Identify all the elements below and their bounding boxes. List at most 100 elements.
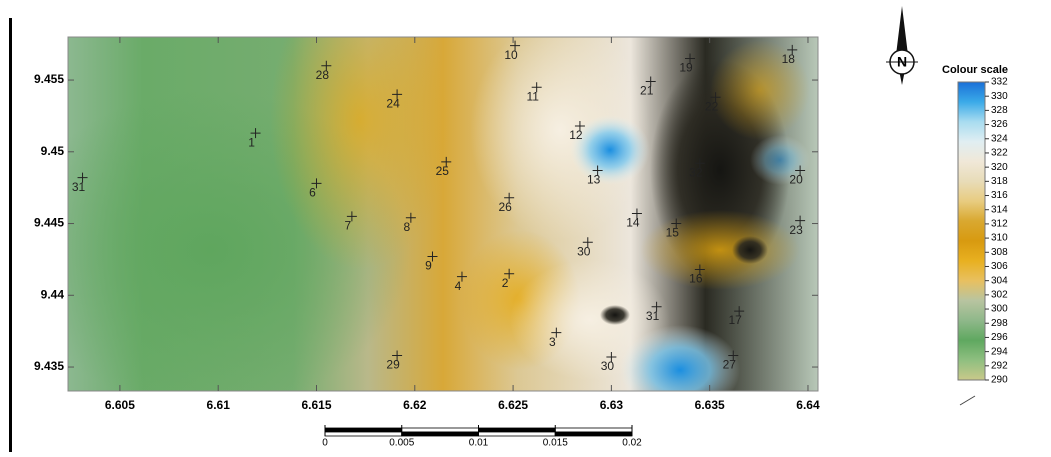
colour-scale-label: 304 xyxy=(991,275,1008,286)
station-marker xyxy=(787,44,798,55)
station-marker xyxy=(405,212,416,223)
colour-scale-label: 316 xyxy=(991,190,1008,201)
colour-scale-label: 290 xyxy=(991,375,1008,386)
station-label: 1 xyxy=(248,135,255,149)
station-marker xyxy=(531,82,542,93)
colour-scale-label: 320 xyxy=(991,162,1008,173)
station-label: 18 xyxy=(782,52,796,66)
station-label: 26 xyxy=(498,200,512,214)
colour-scale-label: 298 xyxy=(991,318,1008,329)
station-label: 24 xyxy=(386,97,400,111)
page-edge xyxy=(9,18,12,452)
x-tick-label: 6.62 xyxy=(403,398,427,412)
scale-bar-segment xyxy=(324,427,403,433)
scale-bar-label: 0.015 xyxy=(543,438,568,449)
station-marker xyxy=(504,268,515,279)
colour-scale-label: 294 xyxy=(991,346,1008,357)
x-tick-label: 6.61 xyxy=(207,398,231,412)
station-marker xyxy=(795,165,806,176)
station-label: 17 xyxy=(728,313,742,327)
scale-bar-label: 0 xyxy=(322,438,328,449)
scale-bar-label: 0.01 xyxy=(469,438,489,449)
scale-bar-segment xyxy=(324,431,403,437)
station-label: 32 xyxy=(689,165,703,179)
station-marker xyxy=(671,218,682,229)
station-label: 19 xyxy=(679,61,693,75)
station-marker xyxy=(645,76,656,87)
station-marker xyxy=(321,60,332,71)
x-tick-label: 6.63 xyxy=(600,398,624,412)
scale-bar-segment xyxy=(478,427,556,433)
station-label: 21 xyxy=(640,84,654,98)
station-marker xyxy=(250,128,261,139)
y-tick-label: 9.44 xyxy=(41,287,65,301)
colour-scale-label: 312 xyxy=(991,219,1008,230)
colour-scale-label: 310 xyxy=(991,233,1008,244)
station-label: 31 xyxy=(646,309,660,323)
station-label: 6 xyxy=(309,186,316,200)
station-marker xyxy=(574,120,585,131)
colour-scale-label: 306 xyxy=(991,261,1008,272)
station-marker xyxy=(694,158,705,169)
station-marker xyxy=(582,237,593,248)
station-marker xyxy=(551,327,562,338)
station-label: 2 xyxy=(502,276,509,290)
station-marker xyxy=(592,165,603,176)
colour-scale-bar xyxy=(957,81,986,381)
station-label: 4 xyxy=(455,279,462,293)
x-tick-label: 6.625 xyxy=(498,398,528,412)
station-marker xyxy=(734,306,745,317)
station-label: 30 xyxy=(601,359,615,373)
station-marker xyxy=(504,192,515,203)
contour-surface xyxy=(68,37,818,391)
station-label: 13 xyxy=(587,173,601,187)
legend-mark xyxy=(959,395,976,406)
y-tick-label: 9.455 xyxy=(34,72,64,86)
x-tick-label: 6.635 xyxy=(695,398,725,412)
station-marker xyxy=(427,251,438,262)
station-label: 16 xyxy=(689,272,703,286)
station-marker xyxy=(392,89,403,100)
scale-bar-segment xyxy=(554,427,633,433)
station-label: 3 xyxy=(549,335,556,349)
station-label: 29 xyxy=(386,358,400,372)
colour-scale-label: 326 xyxy=(991,119,1008,130)
station-label: 11 xyxy=(526,89,539,103)
station-marker xyxy=(710,92,721,103)
colour-scale-title: Colour scale xyxy=(942,64,1008,76)
colour-scale-label: 292 xyxy=(991,360,1008,371)
station-label: 7 xyxy=(345,219,352,233)
station-marker xyxy=(311,178,322,189)
station-marker xyxy=(728,350,739,361)
x-tick-label: 6.605 xyxy=(105,398,135,412)
colour-scale-label: 324 xyxy=(991,133,1008,144)
station-label: 9 xyxy=(425,259,432,273)
station-label: 10 xyxy=(504,48,518,62)
colour-scale-label: 302 xyxy=(991,289,1008,300)
station-label: 25 xyxy=(436,164,450,178)
station-label: 15 xyxy=(666,226,680,240)
scale-bar-label: 0.02 xyxy=(622,438,642,449)
station-label: 14 xyxy=(626,216,640,230)
station-marker xyxy=(606,351,617,362)
station-marker xyxy=(795,215,806,226)
station-marker xyxy=(392,350,403,361)
station-label: 27 xyxy=(723,358,737,372)
colour-scale-label: 308 xyxy=(991,247,1008,258)
colour-scale-label: 328 xyxy=(991,105,1008,116)
colour-scale-label: 300 xyxy=(991,304,1008,315)
station-marker xyxy=(631,208,642,219)
station-label: 12 xyxy=(569,128,583,142)
colour-scale-label: 330 xyxy=(991,91,1008,102)
station-marker xyxy=(694,264,705,275)
station-marker xyxy=(77,172,88,183)
north-label: N xyxy=(897,54,907,70)
scale-bar-label: 0.005 xyxy=(389,438,414,449)
colour-scale-label: 314 xyxy=(991,204,1008,215)
scale-bar-segment xyxy=(478,431,556,437)
y-tick-label: 9.45 xyxy=(41,144,65,158)
north-arrow: N xyxy=(886,6,918,85)
station-marker xyxy=(441,156,452,167)
map-frame xyxy=(67,36,819,392)
